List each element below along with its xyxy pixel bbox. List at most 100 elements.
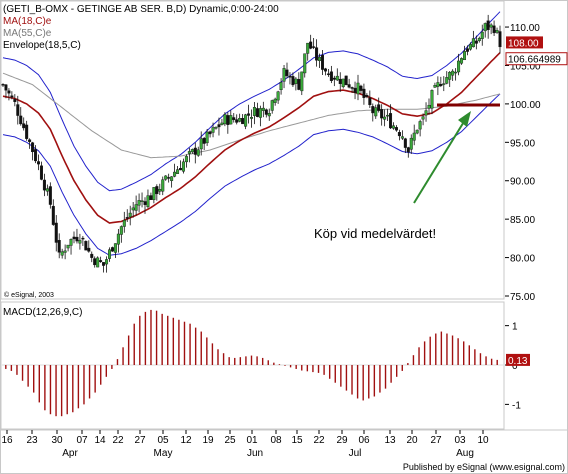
candle-body <box>176 169 180 174</box>
candle-body <box>60 251 64 256</box>
date-tick-label: 19 <box>202 435 214 446</box>
candle-body <box>424 110 428 116</box>
candle-body <box>403 138 407 148</box>
candle-body <box>173 171 177 177</box>
candle-body <box>249 117 253 119</box>
month-label: May <box>154 448 173 459</box>
candle-body <box>1 84 5 86</box>
candle-body <box>199 138 203 150</box>
candle-body <box>392 125 396 129</box>
candle-body <box>326 73 330 75</box>
candle-body <box>69 239 73 246</box>
candle-body <box>371 106 375 114</box>
candle-body <box>412 132 416 141</box>
candle-body <box>152 187 156 200</box>
candle-body <box>415 129 419 134</box>
candle-body <box>244 114 248 127</box>
price-tick-label: 85.00 <box>510 215 535 226</box>
date-tick-label: 23 <box>26 435 38 446</box>
candle-body <box>149 195 153 200</box>
date-tick-label: 20 <box>406 435 418 446</box>
price-tick-label: 80.00 <box>510 254 535 265</box>
candle-body <box>356 82 360 95</box>
candle-body <box>96 257 100 268</box>
candle-body <box>31 142 35 153</box>
candle-body <box>90 253 94 258</box>
header-line-3: MA(55,C)e <box>3 28 52 39</box>
candle-body <box>477 37 481 42</box>
candle-body <box>421 116 425 120</box>
candle-body <box>241 118 245 125</box>
candle-body <box>430 90 434 109</box>
candle-body <box>220 122 224 125</box>
date-tick-label: 27 <box>134 435 146 446</box>
candle-body <box>315 47 319 61</box>
candle-body <box>297 79 301 90</box>
candle-body <box>16 104 20 116</box>
candle-body <box>445 77 449 84</box>
candle-body <box>347 84 351 88</box>
candle-body <box>196 149 200 156</box>
candle-body <box>483 23 487 32</box>
price-tick-label: 75.00 <box>510 292 535 303</box>
date-tick-label: 10 <box>477 435 489 446</box>
candle-body <box>261 107 265 111</box>
candle-body <box>208 131 212 135</box>
price-axis: 75.00 80.00 85.00 90.00 95.00 100.00 105.00 110… <box>505 23 568 303</box>
candle-body <box>4 84 8 91</box>
candle-body <box>380 109 384 119</box>
candle-body <box>451 70 455 76</box>
candle-body <box>460 58 464 64</box>
candle-body <box>338 78 342 85</box>
candle-body <box>495 30 499 33</box>
candle-body <box>105 259 109 265</box>
candle-body <box>146 195 150 208</box>
date-tick-label: 01 <box>246 435 258 446</box>
candle-body <box>119 226 123 235</box>
candle-body <box>252 107 256 116</box>
footer-text: Published by eSignal (www.esignal.com) <box>403 462 565 472</box>
macd-tick-label: 1 <box>512 322 518 333</box>
date-tick-label: 06 <box>358 435 370 446</box>
candle-body <box>143 201 147 205</box>
candle-body <box>282 68 286 82</box>
candle-body <box>350 87 354 89</box>
candle-body <box>158 189 162 192</box>
time-axis: 16 23 30 07 14 22 27 05 12 19 25 01 08 15 22 29 06 13 20 27… <box>1 429 567 459</box>
candle-body <box>107 249 111 259</box>
candle-body <box>273 98 277 103</box>
candle-body <box>303 53 307 74</box>
candle-body <box>99 260 103 263</box>
price-tick-label: 100.00 <box>510 100 541 111</box>
candle-body <box>394 127 398 131</box>
candle-body <box>383 116 387 120</box>
candle-body <box>7 90 11 94</box>
candle-body <box>155 186 159 195</box>
candle-body <box>377 104 381 111</box>
candle-body <box>276 91 280 101</box>
candle-body <box>125 217 129 219</box>
price-tick-label: 95.00 <box>510 138 535 149</box>
month-label: Jul <box>349 448 362 459</box>
candle-body <box>448 72 452 80</box>
candle-body <box>161 179 165 192</box>
date-tick-label: 05 <box>157 435 169 446</box>
ma18-value-box <box>505 52 568 66</box>
candle-body <box>492 25 496 34</box>
candle-body <box>318 56 322 61</box>
candle-body <box>87 247 91 252</box>
date-tick-label: 07 <box>76 435 88 446</box>
macd-last-label: 0.13 <box>508 356 528 367</box>
date-tick-label: 25 <box>224 435 236 446</box>
price-tick-label: 110.00 <box>510 23 540 34</box>
candle-body <box>344 75 348 86</box>
candle-body <box>181 161 185 172</box>
candle-body <box>187 151 191 154</box>
candle-body <box>205 131 209 144</box>
arrow-shaft <box>413 119 466 204</box>
date-tick-label: 27 <box>430 435 442 446</box>
candle-body <box>229 115 233 125</box>
candle-body <box>13 99 17 102</box>
candle-body <box>321 55 325 70</box>
